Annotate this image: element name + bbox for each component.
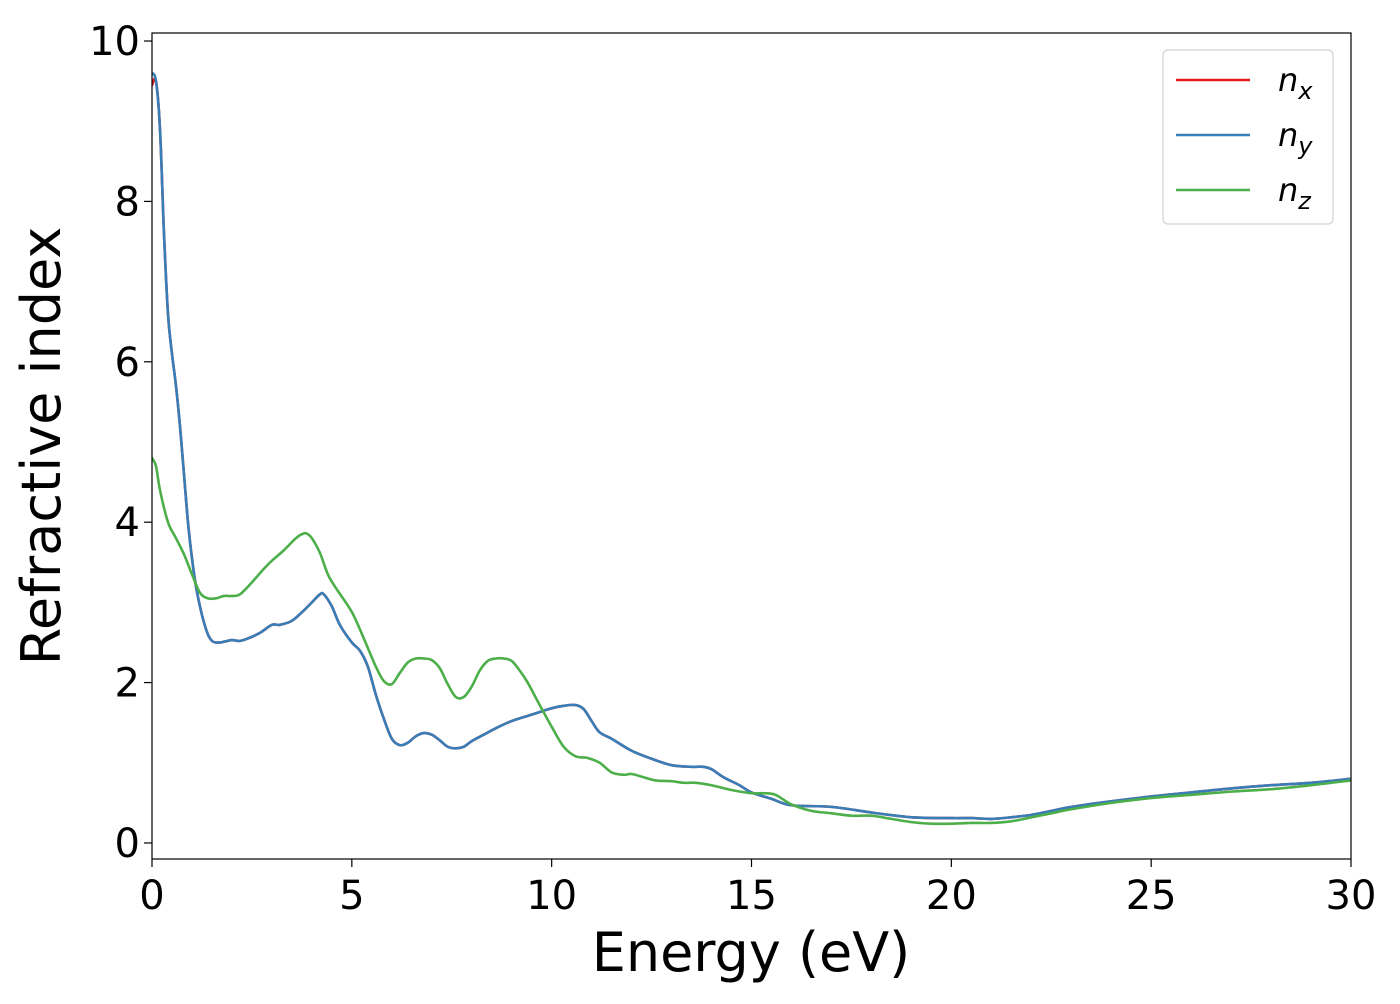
x-tick-label: 10 bbox=[526, 873, 577, 919]
plot-background bbox=[152, 33, 1351, 859]
legend: nx ny nz bbox=[1162, 49, 1334, 225]
y-tick-label: 0 bbox=[115, 821, 140, 867]
legend-label: nx bbox=[1278, 61, 1313, 105]
y-axis: 0 2 4 6 8 10 bbox=[89, 19, 152, 867]
x-tick-label: 0 bbox=[139, 873, 164, 919]
series-line-ny bbox=[152, 71, 1351, 821]
x-axis-label: Energy (eV) bbox=[592, 921, 911, 984]
y-axis-label: Refractive index bbox=[10, 227, 73, 666]
x-tick-label: 15 bbox=[726, 873, 777, 919]
y-tick-label: 6 bbox=[115, 340, 140, 386]
x-tick-label: 5 bbox=[339, 873, 364, 919]
y-tick-label: 2 bbox=[115, 661, 140, 707]
y-tick-label: 10 bbox=[89, 19, 140, 65]
legend-box bbox=[1162, 49, 1334, 225]
x-tick-label: 25 bbox=[1126, 873, 1177, 919]
x-axis: 0 5 10 15 20 25 30 bbox=[139, 859, 1376, 919]
series-layer bbox=[152, 71, 1351, 826]
legend-label: ny bbox=[1278, 116, 1313, 160]
y-tick-label: 4 bbox=[115, 500, 140, 546]
y-tick-label: 8 bbox=[115, 179, 140, 225]
legend-label: nz bbox=[1278, 171, 1312, 215]
series-line-nz bbox=[152, 456, 1351, 826]
x-tick-label: 30 bbox=[1326, 873, 1377, 919]
x-tick-label: 20 bbox=[926, 873, 977, 919]
